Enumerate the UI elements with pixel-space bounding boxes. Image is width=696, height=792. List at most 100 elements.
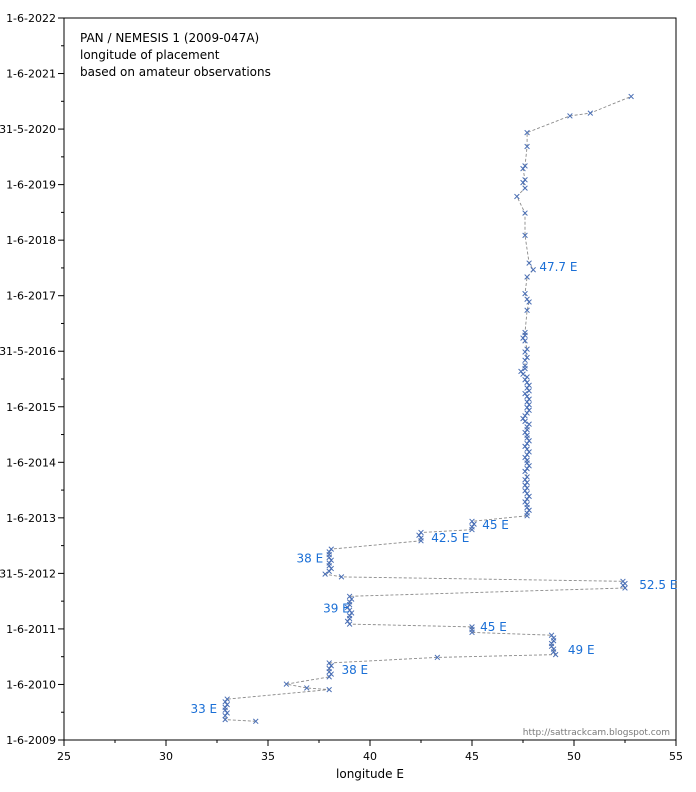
data-point <box>550 635 557 641</box>
data-point <box>418 529 424 536</box>
data-point <box>524 143 530 150</box>
data-point <box>416 532 422 538</box>
data-point <box>418 535 424 541</box>
data-point <box>328 565 334 572</box>
data-point <box>524 479 530 486</box>
data-point <box>326 560 332 566</box>
data-point <box>524 404 530 411</box>
data-point <box>520 165 526 172</box>
data-point <box>328 662 334 669</box>
data-point <box>548 640 555 647</box>
data-point <box>526 382 532 389</box>
data-point <box>469 524 475 530</box>
data-point <box>587 110 594 116</box>
longitude-annotation: 38 E <box>297 552 324 566</box>
data-point <box>567 113 573 119</box>
data-point <box>524 496 530 502</box>
x-tick-label: 35 <box>261 750 275 763</box>
longitude-annotation: 38 E <box>341 663 368 677</box>
y-tick-label: 1-6-2010 <box>6 678 56 691</box>
data-point <box>526 401 532 408</box>
data-point <box>328 546 334 552</box>
x-tick-label: 50 <box>567 750 581 763</box>
data-point <box>346 621 353 627</box>
chart-subtitle-1: longitude of placement <box>80 48 220 62</box>
data-point <box>524 354 530 361</box>
chart-subtitle-2: based on amateur observations <box>80 65 271 79</box>
data-point <box>338 574 345 580</box>
y-tick-label: 1-6-2022 <box>6 12 56 25</box>
annotation-layer: 33 E 38 E 49 E 45 E 39 E 52.5 E 38 E 42.5 E 45 E… <box>190 260 677 716</box>
data-point <box>253 718 259 725</box>
data-point <box>522 338 528 344</box>
marker-layer <box>222 93 634 725</box>
data-point <box>522 476 528 483</box>
x-tick-label: 55 <box>669 750 683 763</box>
trail-layer <box>224 96 632 722</box>
data-point <box>526 449 532 455</box>
data-point <box>622 585 628 591</box>
data-point <box>524 424 530 430</box>
data-point <box>346 607 353 613</box>
data-point <box>526 507 532 513</box>
data-point <box>514 193 520 200</box>
data-point <box>326 665 332 672</box>
data-point <box>524 490 530 497</box>
data-point <box>526 396 532 402</box>
data-point <box>326 660 332 666</box>
y-tick-label: 31-5-2012 <box>0 567 56 580</box>
data-point <box>524 474 530 480</box>
data-point <box>524 440 530 447</box>
longitude-annotation: 33 E <box>190 702 217 716</box>
data-point <box>522 232 528 239</box>
longitude-annotation: 47.7 E <box>539 260 577 274</box>
data-point <box>526 407 532 414</box>
data-point <box>548 632 555 638</box>
data-point <box>348 610 355 616</box>
data-point <box>222 699 228 705</box>
data-point <box>346 613 353 619</box>
data-point <box>524 446 530 452</box>
data-point <box>522 390 528 397</box>
plot-frame <box>63 17 677 741</box>
data-point <box>224 701 230 708</box>
data-point <box>434 654 441 661</box>
data-point <box>522 210 528 216</box>
data-point <box>520 179 526 186</box>
data-point <box>526 299 532 305</box>
data-point <box>469 518 475 525</box>
data-point <box>522 499 528 505</box>
y-tick-label: 1-6-2011 <box>6 623 56 636</box>
ticks-layer: 25 30 35 40 45 50 55 1-6-2009 1-6-2010 1-6-2011 31… <box>0 12 683 763</box>
longitude-annotation: 42.5 E <box>431 531 469 545</box>
data-point <box>524 485 530 491</box>
y-tick-label: 31-5-2016 <box>0 345 56 358</box>
data-point <box>522 349 528 355</box>
data-point <box>522 177 528 183</box>
data-point <box>524 129 530 136</box>
data-point <box>520 415 526 422</box>
title-block: PAN / NEMESIS 1 (2009-047A) longitude of… <box>80 31 271 79</box>
data-point <box>524 385 530 391</box>
y-tick-label: 1-6-2009 <box>6 734 56 747</box>
x-tick-label: 40 <box>363 750 377 763</box>
data-point <box>524 399 530 405</box>
data-point <box>522 413 528 419</box>
longitude-annotation: 49 E <box>568 643 595 657</box>
data-point <box>224 710 230 716</box>
longitude-annotation: 45 E <box>480 620 507 634</box>
data-point <box>469 624 475 630</box>
data-point <box>524 451 530 458</box>
data-point <box>224 696 230 702</box>
data-point <box>520 335 526 341</box>
data-point <box>522 329 528 336</box>
data-point <box>524 393 530 400</box>
data-point <box>522 163 528 169</box>
data-point <box>552 651 559 658</box>
data-point <box>526 493 532 500</box>
data-point <box>283 681 290 687</box>
y-tick-label: 1-6-2019 <box>6 179 56 192</box>
data-point <box>222 712 228 719</box>
data-point <box>524 510 530 516</box>
series-trail <box>224 96 632 722</box>
